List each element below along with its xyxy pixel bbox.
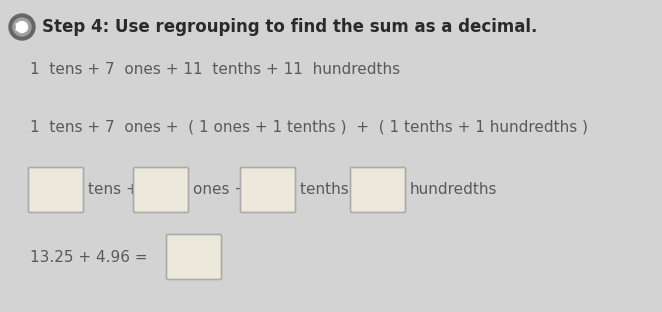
- Text: hundredths: hundredths: [410, 183, 498, 197]
- Text: ones +: ones +: [193, 183, 247, 197]
- FancyBboxPatch shape: [240, 168, 295, 212]
- Text: tens +: tens +: [88, 183, 139, 197]
- FancyBboxPatch shape: [28, 168, 83, 212]
- Text: 1  tens + 7  ones + 11  tenths + 11  hundredths: 1 tens + 7 ones + 11 tenths + 11 hundred…: [30, 62, 400, 77]
- Text: Step 4: Use regrouping to find the sum as a decimal.: Step 4: Use regrouping to find the sum a…: [42, 18, 538, 36]
- Circle shape: [17, 22, 28, 32]
- FancyBboxPatch shape: [350, 168, 406, 212]
- Circle shape: [9, 14, 35, 40]
- Circle shape: [13, 18, 31, 36]
- FancyBboxPatch shape: [134, 168, 189, 212]
- Text: 13.25 + 4.96 =: 13.25 + 4.96 =: [30, 250, 148, 265]
- FancyBboxPatch shape: [167, 235, 222, 280]
- Text: 1  tens + 7  ones +  ( 1 ones + 1 tenths )  +  ( 1 tenths + 1 hundredths ): 1 tens + 7 ones + ( 1 ones + 1 tenths ) …: [30, 119, 588, 134]
- Text: tenths +: tenths +: [300, 183, 366, 197]
